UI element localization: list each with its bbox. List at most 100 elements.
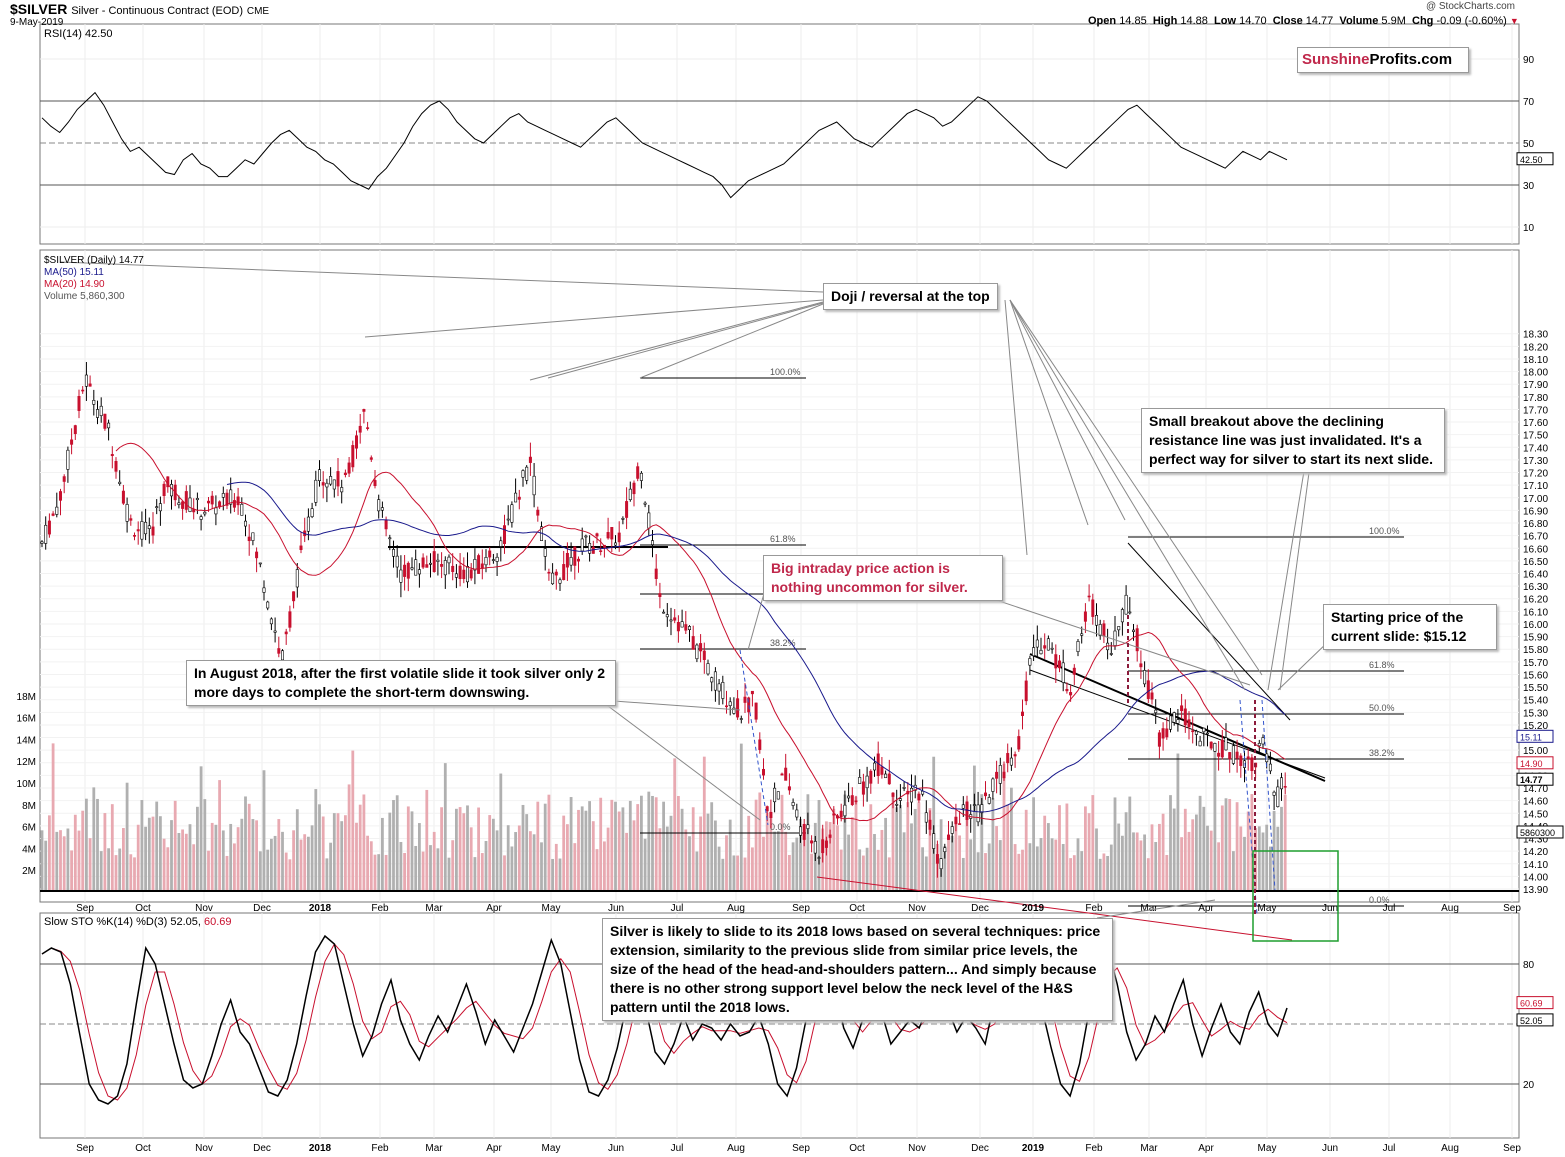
callout-pointer <box>639 303 824 379</box>
volume-bar <box>443 763 447 892</box>
price-tick-label: 17.40 <box>1523 443 1548 454</box>
price-candle-body <box>140 521 144 540</box>
volume-bar <box>784 831 788 892</box>
price-candle-body <box>207 500 211 504</box>
stoch-tick-label: 20 <box>1523 1080 1535 1091</box>
volume-bar <box>1224 798 1228 892</box>
volume-bar <box>987 843 991 892</box>
price-candle-body <box>277 648 281 654</box>
volume-bar <box>799 818 802 892</box>
price-candle-body <box>395 555 399 568</box>
price-candle-body <box>403 564 407 577</box>
price-tick-label: 18.00 <box>1523 368 1548 379</box>
price-candle-body <box>1280 777 1284 790</box>
chart-date: 9-May-2019 <box>10 17 64 28</box>
price-candle-body <box>987 797 991 804</box>
volume-bar <box>1080 851 1084 892</box>
volume-bar <box>1195 814 1198 892</box>
price-candle-body <box>99 405 103 416</box>
volume-bar <box>751 847 754 892</box>
month-label: Jul <box>671 903 684 914</box>
volume-bar <box>817 799 821 892</box>
month-label: Nov <box>908 903 926 914</box>
volume-bar <box>99 851 103 892</box>
price-candle-body <box>758 739 762 750</box>
volume-bar <box>554 843 558 892</box>
price-candle-body <box>702 650 706 660</box>
price-tick-label: 16.80 <box>1523 519 1548 530</box>
volume-tick-label: 8M <box>22 801 36 812</box>
price-candle-body <box>1043 645 1047 649</box>
volume-bar <box>240 818 244 892</box>
volume-bar <box>44 840 48 892</box>
volume-bar <box>595 849 599 892</box>
volume-bar <box>765 812 769 892</box>
volume-tick-label: 6M <box>22 823 36 834</box>
ticker: $SILVER <box>10 1 68 17</box>
volume-bar <box>144 826 147 892</box>
price-candle-body <box>872 762 876 771</box>
volume-bar <box>1095 828 1098 892</box>
price-candle-body <box>625 501 629 518</box>
month-label: Sep <box>792 1143 810 1154</box>
volume-bar <box>939 819 943 892</box>
volume-bar <box>606 827 610 892</box>
volume-bar <box>70 850 73 892</box>
volume-bar <box>1098 858 1102 892</box>
price-candle-body <box>354 435 358 449</box>
volume-bar <box>736 855 739 892</box>
price-candle-body <box>118 481 122 484</box>
price-candle-body <box>417 569 421 575</box>
volume-bar <box>773 831 776 892</box>
price-candle-body <box>710 677 714 683</box>
price-candle-body <box>850 795 854 806</box>
price-candle-body <box>1224 737 1228 751</box>
volume-bar <box>403 852 406 892</box>
price-tick-label: 17.30 <box>1523 456 1548 467</box>
month-label: Jul <box>1383 903 1396 914</box>
price-candle-body <box>617 532 621 543</box>
volume-bar <box>273 835 277 892</box>
volume-bar <box>843 794 847 892</box>
volume-bar <box>192 844 196 892</box>
volume-bar <box>188 824 192 892</box>
price-candle-body <box>921 790 925 795</box>
month-label: Nov <box>195 903 213 914</box>
price-candle-body <box>1124 594 1128 615</box>
price-candle-body <box>96 409 100 418</box>
price-candle-body <box>473 559 477 571</box>
stoch-value-tag-label: 52.05 <box>1520 1016 1543 1026</box>
price-candle-body <box>506 518 510 521</box>
price-candle-body <box>1143 670 1147 685</box>
volume-bar <box>1250 794 1254 892</box>
volume-bar <box>462 813 466 892</box>
price-candle-body <box>425 564 429 568</box>
volume-bar <box>155 801 159 892</box>
volume-bar <box>1124 812 1128 892</box>
volume-bar <box>614 801 617 892</box>
price-candle-body <box>484 557 488 566</box>
volume-bar <box>332 813 336 892</box>
volume-bar <box>225 855 229 892</box>
price-candle-body <box>1058 660 1062 669</box>
price-candle-body <box>347 462 351 474</box>
month-label: Jul <box>671 1143 684 1154</box>
price-candle-body <box>828 834 832 838</box>
price-candle-body <box>739 718 743 720</box>
annotation-pointers <box>59 261 1331 919</box>
volume-bar <box>458 807 462 892</box>
price-candle-body <box>266 601 270 609</box>
price-candle-body <box>532 475 536 496</box>
month-label: Jun <box>1322 903 1338 914</box>
stoch-value-tag <box>1516 1013 1554 1027</box>
volume-bar <box>1165 854 1169 892</box>
volume-bar <box>373 854 377 892</box>
price-candle-body <box>869 770 873 784</box>
price-candle-body <box>1206 732 1210 735</box>
callout-pointer <box>1279 464 1311 691</box>
fib-2019-label: 100.0% <box>1369 526 1400 536</box>
volume-bar <box>651 795 654 892</box>
price-candle-body <box>514 492 518 503</box>
volume-bar <box>895 807 899 892</box>
volume-bar <box>1239 826 1243 892</box>
